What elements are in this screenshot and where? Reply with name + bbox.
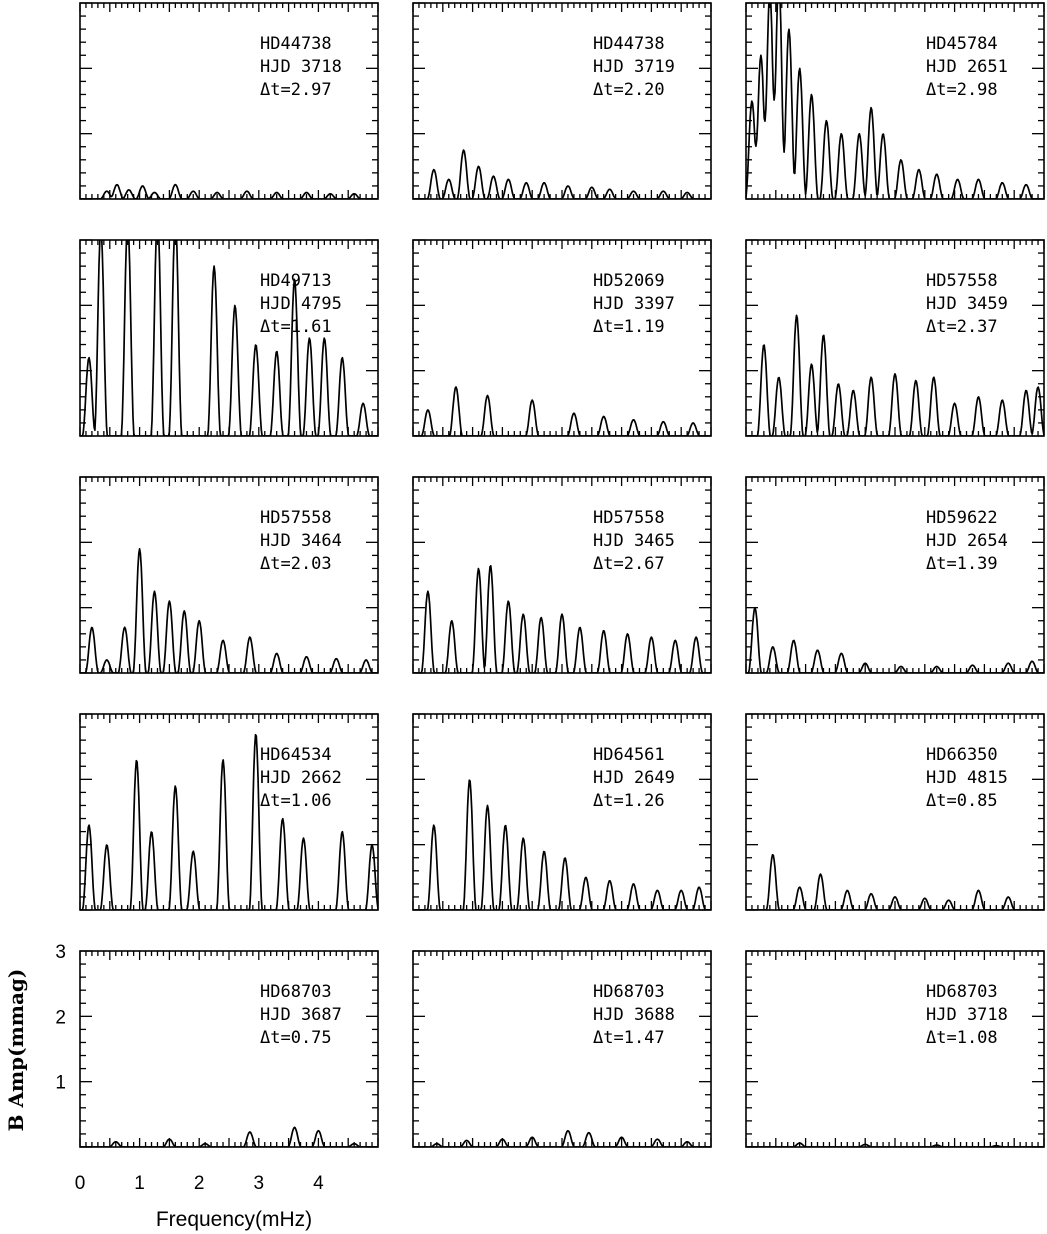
delta-t-label: Δt=2.20 (593, 80, 665, 100)
hjd-label: HJD 3688 (593, 1005, 675, 1025)
star-name: HD66350 (926, 745, 998, 765)
panel: HD64561 HJD 2649 Δt=1.26 (412, 713, 712, 911)
star-name: HD44738 (593, 34, 665, 54)
panel: HD59622 HJD 2654 Δt=1.39 (745, 476, 1045, 674)
delta-t-label: Δt=1.26 (593, 791, 665, 811)
panel: HD49713 HJD 4795 Δt=1.61 (79, 239, 379, 437)
hjd-label: HJD 3718 (926, 1005, 1008, 1025)
panel: HD44738 HJD 3719 Δt=2.20 (412, 2, 712, 200)
panel: HD68703 HJD 3688 Δt=1.47 (412, 950, 712, 1148)
delta-t-label: Δt=2.03 (260, 554, 332, 574)
delta-t-label: Δt=1.06 (260, 791, 332, 811)
x-tick-label: 1 (134, 1173, 145, 1194)
y-tick-label: 1 (55, 1073, 66, 1094)
panel: HD57558 HJD 3464 Δt=2.03 (79, 476, 379, 674)
panel-frame (79, 950, 379, 1148)
spectrum-line (80, 733, 378, 910)
panel: HD45784 HJD 2651 Δt=2.98 (745, 2, 1045, 200)
panel-frame (745, 2, 1045, 200)
panel: HD68703 HJD 3718 Δt=1.08 (745, 950, 1045, 1148)
hjd-label: HJD 2654 (926, 531, 1008, 551)
star-name: HD59622 (926, 508, 998, 528)
delta-t-label: Δt=2.67 (593, 554, 665, 574)
star-name: HD68703 (260, 982, 332, 1002)
star-name: HD44738 (260, 34, 332, 54)
panel-frame (745, 950, 1045, 1148)
panel: HD57558 HJD 3459 Δt=2.37 (745, 239, 1045, 437)
star-name: HD57558 (926, 271, 998, 291)
delta-t-label: Δt=2.97 (260, 80, 332, 100)
panel-frame (412, 950, 712, 1148)
spectrum-line (413, 779, 711, 910)
hjd-label: HJD 3719 (593, 57, 675, 77)
spectrum-line (746, 606, 1044, 673)
delta-t-label: Δt=1.61 (260, 317, 332, 337)
star-name: HD64561 (593, 745, 665, 765)
star-name: HD57558 (593, 508, 665, 528)
panel: HD52069 HJD 3397 Δt=1.19 (412, 239, 712, 437)
x-tick-label: 3 (254, 1173, 265, 1194)
spectrum-line (80, 548, 378, 673)
hjd-label: HJD 2662 (260, 768, 342, 788)
x-tick-label: 4 (313, 1173, 324, 1194)
delta-t-label: Δt=0.75 (260, 1028, 332, 1048)
star-name: HD57558 (260, 508, 332, 528)
axis-labels: 0 1 2 3 4 1 2 3 Frequency(mHz) B Amp(mmag) (4, 942, 324, 1231)
hjd-label: HJD 3464 (260, 531, 342, 551)
spectrum-line (80, 183, 378, 199)
spectrum-line (413, 565, 711, 673)
star-name: HD68703 (926, 982, 998, 1002)
panel-frame (79, 713, 379, 911)
delta-t-label: Δt=2.37 (926, 317, 998, 337)
delta-t-label: Δt=0.85 (926, 791, 998, 811)
panel: HD44738 HJD 3718 Δt=2.97 (79, 2, 379, 200)
spectrum-line (746, 1142, 1044, 1147)
delta-t-label: Δt=1.47 (593, 1028, 665, 1048)
panel-frame (79, 2, 379, 200)
spectrum-line (746, 853, 1044, 910)
star-name: HD52069 (593, 271, 665, 291)
panel: HD66350 HJD 4815 Δt=0.85 (745, 713, 1045, 911)
y-axis-title: B Amp(mmag) (4, 969, 28, 1132)
hjd-label: HJD 3397 (593, 294, 675, 314)
panel-frame (412, 476, 712, 674)
star-name: HD45784 (926, 34, 998, 54)
panel-frame (745, 239, 1045, 437)
y-tick-label: 3 (55, 942, 66, 963)
delta-t-label: Δt=2.98 (926, 80, 998, 100)
panel-frame (745, 713, 1045, 911)
star-name: HD49713 (260, 271, 332, 291)
hjd-label: HJD 3718 (260, 57, 342, 77)
delta-t-label: Δt=1.08 (926, 1028, 998, 1048)
panel: HD68703 HJD 3687 Δt=0.75 (79, 950, 379, 1148)
x-tick-label: 2 (194, 1173, 205, 1194)
hjd-label: HJD 3459 (926, 294, 1008, 314)
panel: HD64534 HJD 2662 Δt=1.06 (79, 713, 379, 911)
hjd-label: HJD 4815 (926, 768, 1008, 788)
panel-frame (79, 476, 379, 674)
hjd-label: HJD 3687 (260, 1005, 342, 1025)
hjd-label: HJD 3465 (593, 531, 675, 551)
x-axis-title: Frequency(mHz) (156, 1208, 312, 1231)
delta-t-label: Δt=1.39 (926, 554, 998, 574)
hjd-label: HJD 4795 (260, 294, 342, 314)
panel: HD57558 HJD 3465 Δt=2.67 (412, 476, 712, 674)
panel-grid: HD44738 HJD 3718 Δt=2.97 HD44738 HJD 3719 Δt=… (79, 2, 1045, 1148)
hjd-label: HJD 2651 (926, 57, 1008, 77)
delta-t-label: Δt=1.19 (593, 317, 665, 337)
y-tick-label: 2 (55, 1007, 66, 1028)
x-tick-label: 0 (75, 1173, 86, 1194)
hjd-label: HJD 2649 (593, 768, 675, 788)
spectrum-line (413, 386, 711, 436)
star-name: HD64534 (260, 745, 332, 765)
star-name: HD68703 (593, 982, 665, 1002)
panel-frame (745, 476, 1045, 674)
panel-frame (412, 2, 712, 200)
spectrum-line (746, 3, 1044, 199)
spectrum-line (746, 314, 1044, 436)
panel-frame (412, 239, 712, 437)
